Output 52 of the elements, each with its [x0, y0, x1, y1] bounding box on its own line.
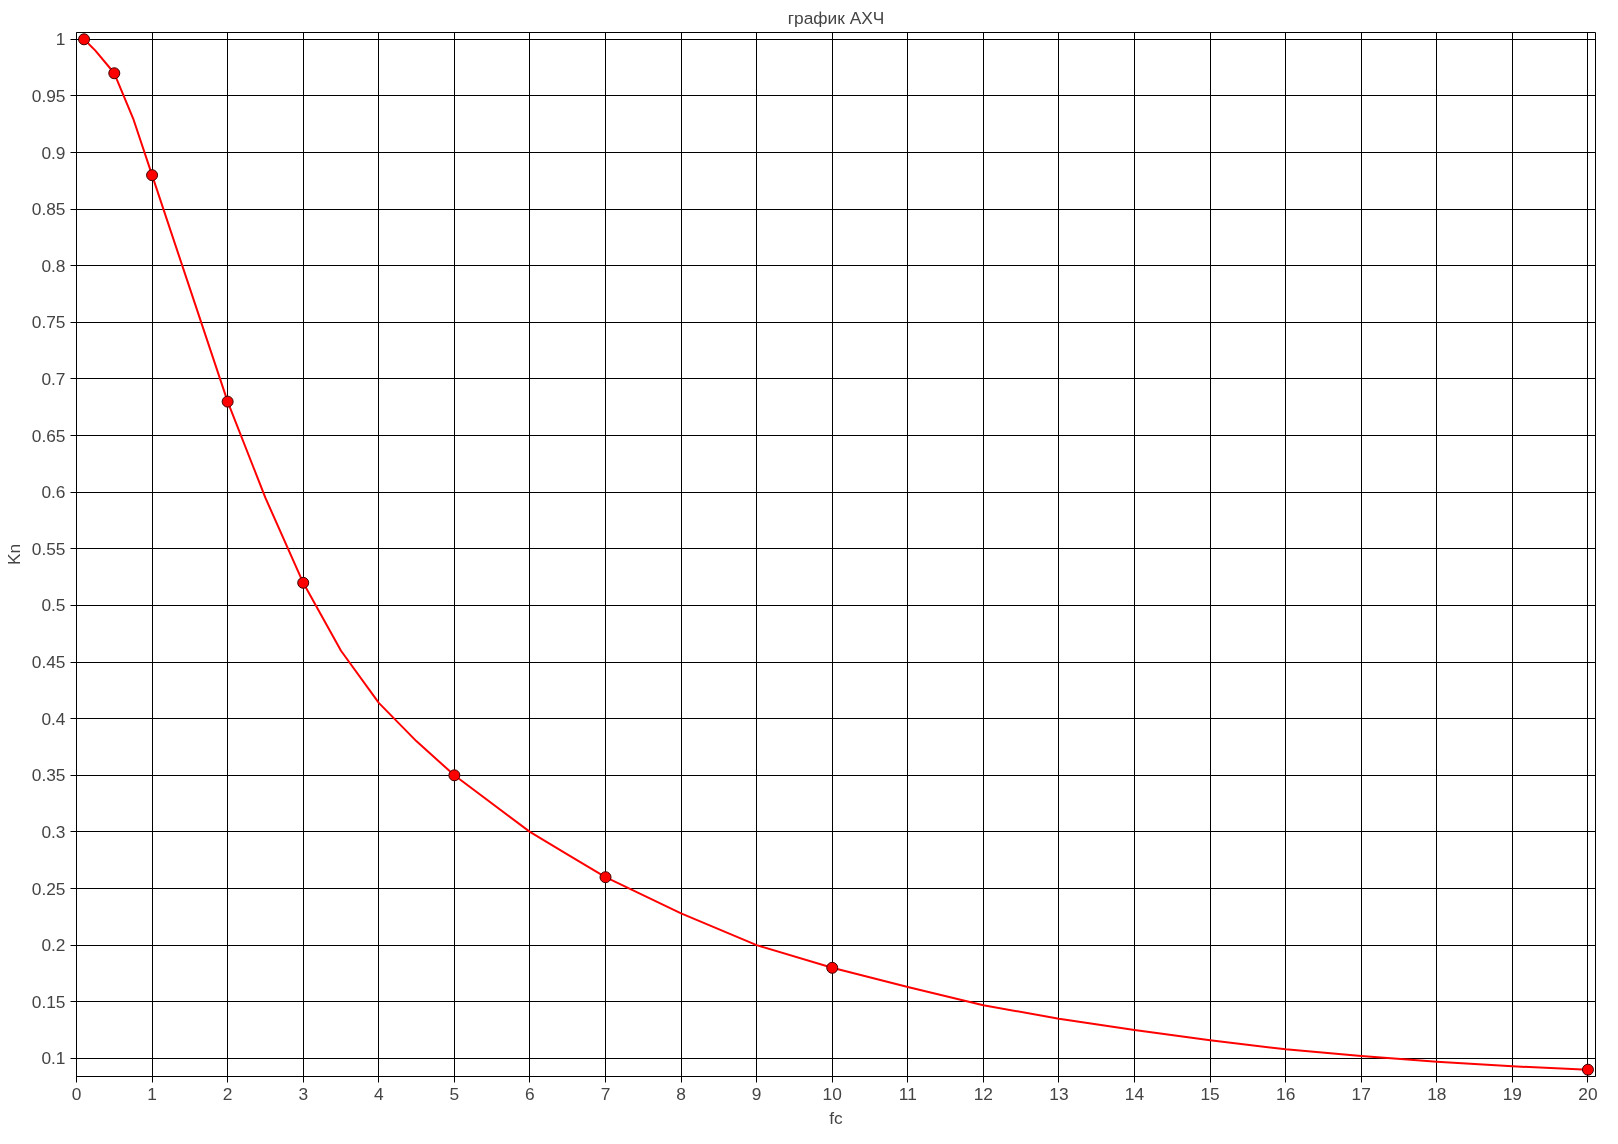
x-tick-label: 5	[449, 1083, 460, 1104]
point	[108, 67, 121, 80]
x-tick-label: 4	[373, 1083, 384, 1104]
x-tick-label: 13	[1049, 1083, 1069, 1104]
y-tick-label: 0.5	[41, 595, 66, 616]
y-tick-label: 0.9	[41, 142, 66, 163]
point	[599, 871, 612, 884]
x-tick-label: 8	[676, 1083, 686, 1104]
x-tick-label: 14	[1124, 1083, 1145, 1104]
y-tick-label: 1	[55, 29, 66, 50]
x-tick-label: 2	[222, 1083, 233, 1104]
y-axis-title: Kn	[3, 543, 24, 566]
x-tick-label: 16	[1276, 1083, 1296, 1104]
x-tick-label: 7	[600, 1083, 611, 1104]
point	[221, 395, 234, 408]
x-tick-label: 19	[1502, 1083, 1523, 1104]
y-tick-label: 0.95	[31, 85, 66, 106]
y-tick-label: 0.4	[41, 708, 66, 729]
point	[78, 33, 91, 46]
y-tick-label: 0.6	[41, 482, 66, 503]
y-tick-label: 0.15	[31, 991, 66, 1012]
x-tick-label: 17	[1351, 1083, 1371, 1104]
y-tick-label: 0.7	[41, 368, 66, 389]
y-tick-label: 0.45	[31, 652, 66, 673]
x-tick-label: 1	[147, 1083, 157, 1104]
x-tick-label: 6	[525, 1083, 535, 1104]
y-tick-label: 0.25	[31, 878, 66, 899]
x-tick-label: 11	[898, 1083, 917, 1104]
y-tick-label: 0.2	[41, 935, 66, 956]
point	[146, 169, 159, 182]
y-tick-label: 0.55	[31, 538, 66, 559]
y-tick-label: 0.65	[31, 425, 66, 446]
chart-title: график АХЧ	[787, 7, 885, 28]
y-tick-label: 0.8	[41, 255, 66, 276]
x-tick-label: 0	[71, 1083, 82, 1104]
y-tick-label: 0.75	[31, 312, 66, 333]
y-tick-label: 0.1	[41, 1048, 66, 1069]
x-tick-label: 3	[298, 1083, 309, 1104]
point	[1581, 1063, 1594, 1076]
x-tick-label: 9	[751, 1083, 762, 1104]
x-tick-label: 20	[1578, 1083, 1598, 1104]
x-tick-label: 12	[973, 1083, 994, 1104]
x-tick-label: 10	[822, 1083, 842, 1104]
point	[297, 576, 310, 589]
y-tick-label: 0.3	[41, 821, 66, 842]
x-axis-title: fc	[829, 1107, 844, 1128]
x-tick-label: 18	[1427, 1083, 1447, 1104]
x-tick-label: 15	[1200, 1083, 1220, 1104]
y-tick-label: 0.85	[31, 199, 66, 220]
point	[448, 769, 461, 782]
point	[826, 961, 839, 974]
y-tick-label: 0.35	[31, 765, 66, 786]
